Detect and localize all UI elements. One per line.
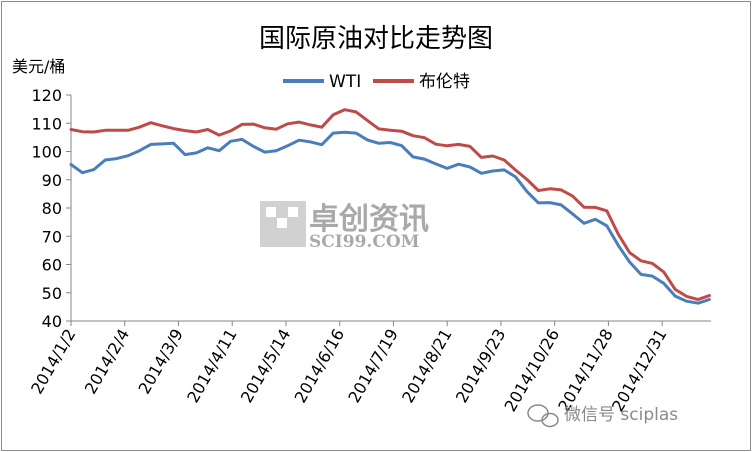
series-line-wti: [69, 130, 711, 305]
series-line-brent: [69, 108, 711, 301]
x-axis: 2014/1/2 2014/2/4 2014/3/92014/4/112014/5/…: [27, 320, 711, 415]
watermark-brand: 卓创资讯: [309, 202, 429, 237]
chart-title: 国际原油对比走势图: [259, 24, 493, 54]
y-axis: 40 50 60 70 80 90 100 110 120: [31, 86, 72, 331]
x-tick-label: 2014/6/16: [291, 326, 348, 407]
series-lines: [69, 108, 711, 305]
watermark: 卓创资讯 SCI99.COM: [260, 201, 429, 252]
legend-label-wti: WTI: [329, 72, 361, 92]
y-axis-unit-label: 美元/桶: [12, 57, 65, 76]
x-tick-label: 2014/1/2: [27, 326, 79, 398]
y-tick-label: 90: [42, 171, 62, 190]
wechat-badge: 微信号 sciplas: [527, 404, 678, 428]
x-tick-label: 2014/2/4: [81, 326, 133, 398]
x-tick-label: 2014/7/19: [344, 326, 401, 407]
y-tick-label: 50: [42, 284, 62, 303]
x-tick-label: 2014/11/28: [554, 326, 617, 415]
y-tick-label: 120: [31, 86, 62, 105]
wechat-id-text: 微信号 sciplas: [564, 405, 678, 425]
y-tick-label: 110: [31, 114, 62, 133]
x-tick-label: 2014/10/26: [501, 326, 564, 415]
legend: WTI 布伦特: [283, 72, 470, 92]
watermark-logo-icon: [277, 218, 287, 228]
x-tick-label: 2014/9/23: [452, 326, 509, 407]
x-tick-label: 2014/3/9: [135, 326, 187, 398]
legend-label-brent: 布伦特: [419, 72, 470, 92]
y-tick-label: 40: [42, 312, 62, 331]
y-tick-label: 60: [42, 256, 62, 275]
x-tick-label: 2014/12/31: [608, 326, 671, 415]
watermark-logo-icon: [288, 207, 298, 217]
watermark-logo-icon: [266, 207, 276, 217]
y-tick-label: 70: [42, 227, 62, 246]
x-tick-label: 2014/8/21: [398, 326, 455, 407]
x-tick-label: 2014/5/14: [237, 326, 294, 407]
y-tick-label: 100: [31, 143, 62, 162]
watermark-site: SCI99.COM: [309, 232, 420, 252]
x-tick-label: 2014/4/11: [183, 326, 240, 407]
wechat-icon: [527, 404, 559, 428]
y-tick-label: 80: [42, 199, 62, 218]
